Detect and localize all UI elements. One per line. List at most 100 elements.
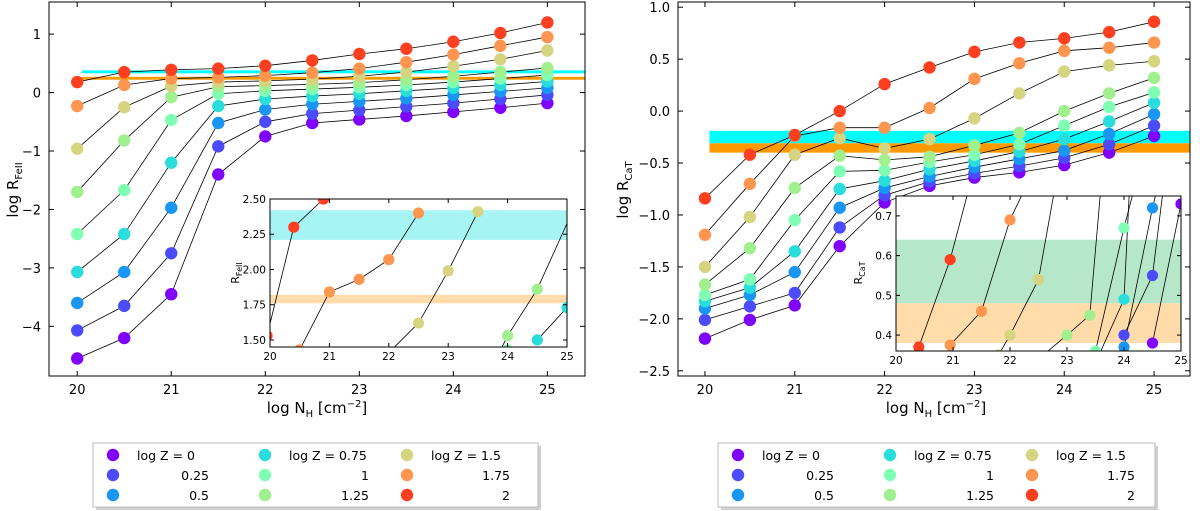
right-inset-data-point: [944, 253, 956, 266]
left-inset-data-point: [472, 370, 483, 381]
left-data-point: [165, 113, 178, 127]
right-data-point: [743, 242, 757, 255]
right-inset-data-point: [1022, 178, 1033, 189]
right-data-point: [788, 148, 801, 161]
right-inset-data-point: [1146, 337, 1159, 349]
left-data-point: [400, 42, 413, 55]
right-inset-series-line: [1047, 196, 1101, 351]
left-legend-label: 0.25: [181, 468, 209, 483]
right-data-point: [698, 260, 712, 274]
left-data-point: [447, 60, 460, 73]
left-inset-x-tick-label: 24: [501, 351, 515, 363]
left-data-point: [494, 53, 507, 66]
right-inset-data-point: [1090, 357, 1101, 368]
left-legend-box: [92, 442, 539, 508]
right-data-point: [833, 165, 846, 178]
left-legend-marker: [400, 488, 414, 502]
left-data-point: [447, 35, 460, 48]
left-inset-x-tick-label: 20: [263, 351, 276, 363]
left-legend-label: 1.25: [341, 488, 369, 503]
left-data-point: [494, 26, 507, 40]
right-data-point: [788, 213, 801, 227]
left-main-frame: [48, 1, 586, 377]
right-main-x-tick-label: 24: [1056, 383, 1073, 398]
right-panel: 20 21 22 23 24 25 −2.5 −2.0 −1.5 −1.0 −0.5 0.0 0.5 1.…: [614, 1, 1191, 420]
right-data-point: [743, 177, 757, 191]
right-inset-y-tick-label: 0.7: [875, 211, 892, 223]
right-data-point: [1147, 119, 1161, 132]
left-inset-data-point: [442, 265, 454, 277]
left-main-y-tick-label: 1: [33, 28, 41, 43]
right-data-point: [1102, 100, 1116, 114]
right-data-point: [1058, 119, 1071, 132]
left-data-point: [400, 65, 413, 79]
right-main-x-tick-label: 20: [697, 383, 714, 398]
right-inset-band: [896, 303, 1181, 344]
right-main-frame: [677, 1, 1191, 377]
right-data-point: [1013, 57, 1026, 70]
right-inset-data-point: [1153, 178, 1164, 189]
right-y-axis-label: log RCaT: [614, 160, 635, 218]
right-main-y-tick-label: −0.5: [638, 157, 670, 172]
right-x-axis-label: log NH [cm−2]: [886, 399, 986, 420]
right-inset-data-point: [1158, 178, 1169, 189]
left-inset-data-point: [323, 286, 335, 298]
right-inset-plot: 20 21 22 23 24 25 0.4 0.5 0.6 0.7: [875, 178, 1188, 368]
left-inset-frame: [269, 198, 568, 348]
right-data-point: [698, 192, 712, 205]
left-data-point: [306, 107, 319, 120]
right-data-point: [833, 104, 846, 118]
right-inset-data-point: [1146, 202, 1159, 214]
left-data-point: [541, 16, 554, 29]
right-inset-data-point: [1089, 345, 1102, 351]
right-inset-data-point: [1032, 273, 1045, 286]
right-inset-y-tick-label: 0.4: [875, 330, 892, 342]
right-inset-x-tick-label: 21: [946, 355, 959, 367]
right-main-y-tick-label: −1.0: [638, 209, 670, 224]
right-data-point: [1013, 138, 1026, 151]
right-inset-data-point: [1033, 353, 1044, 364]
right-data-point: [698, 313, 712, 327]
right-main-y-tick-label: 1.0: [649, 1, 670, 16]
right-inset-series-line: [949, 196, 1022, 346]
right-data-point: [968, 139, 981, 152]
left-inset-data-point: [502, 330, 514, 342]
left-data-point: [165, 287, 178, 301]
left-main-y-tick-label: −1: [22, 145, 41, 160]
left-data-point: [118, 331, 131, 345]
left-band-orange: [81, 76, 585, 80]
left-legend-marker: [400, 448, 414, 462]
right-data-point: [923, 101, 936, 115]
left-legend-marker: [258, 488, 272, 502]
left-legend-label: log Z = 0: [137, 448, 195, 463]
right-data-point: [698, 332, 712, 345]
left-data-point: [118, 100, 131, 114]
right-data-point: [1058, 44, 1071, 58]
left-legend-marker: [106, 448, 120, 462]
left-inset-x-tick-label: 25: [560, 351, 573, 363]
right-data-point: [833, 131, 846, 145]
left-data-point: [118, 265, 131, 279]
right-main-x-tick-label: 22: [876, 383, 893, 398]
right-inset-frame: [895, 195, 1182, 352]
right-inset-x-tick-label: 24: [1117, 355, 1131, 367]
right-data-point: [788, 286, 801, 300]
left-data-point: [118, 227, 131, 241]
left-main-y-tick-label: −4: [22, 320, 41, 335]
right-data-point: [743, 210, 757, 224]
right-inset-data-point: [1004, 214, 1016, 226]
left-data-point: [212, 168, 225, 181]
right-data-point: [1058, 32, 1071, 45]
right-legend-marker: [1025, 448, 1039, 462]
left-inset-plot: 20 21 22 23 24 25 1.50 1.75 2.00 2.25 2.50: [243, 194, 578, 381]
left-inset-data-point: [567, 205, 578, 216]
left-legend: log Z = 0 0.25 0.5 log Z = 0.75 1 1.25 log Z =…: [92, 442, 541, 510]
left-inset-y-tick-label: 2.50: [243, 194, 266, 206]
right-legend-marker: [731, 468, 745, 482]
right-data-point: [878, 142, 891, 155]
left-main-x-tick-label: 21: [163, 383, 180, 398]
right-band-orange: [709, 143, 1190, 153]
right-data-point: [1102, 41, 1116, 54]
left-data-point: [353, 62, 366, 75]
left-inset-data-point: [270, 330, 273, 341]
